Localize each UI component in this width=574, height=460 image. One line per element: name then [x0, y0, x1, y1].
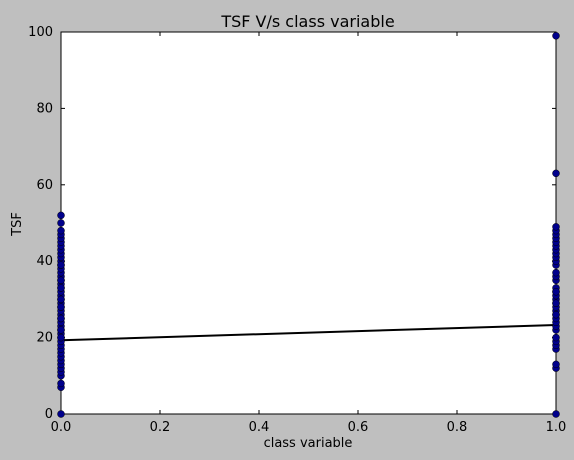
data-point — [58, 277, 65, 284]
data-point — [553, 334, 560, 341]
y-tick-label: 20 — [36, 331, 53, 346]
data-point — [553, 32, 560, 39]
data-point — [58, 380, 65, 387]
x-tick-label: 0.0 — [51, 420, 72, 435]
y-axis-label: TSF — [10, 212, 25, 237]
data-point — [553, 311, 560, 318]
y-tick-label: 100 — [28, 25, 53, 40]
x-tick-label: 0.4 — [249, 420, 270, 435]
data-point — [58, 284, 65, 291]
y-tick-label: 60 — [36, 178, 53, 193]
data-point — [58, 411, 65, 418]
data-point — [553, 170, 560, 177]
data-point — [553, 269, 560, 276]
data-point — [58, 315, 65, 322]
x-axis-label: class variable — [264, 436, 353, 451]
chart-title: TSF V/s class variable — [220, 12, 394, 31]
data-point — [58, 220, 65, 227]
x-tick-label: 0.6 — [348, 420, 369, 435]
data-point — [58, 212, 65, 219]
data-point — [58, 334, 65, 341]
y-tick-label: 80 — [36, 101, 53, 116]
data-point — [58, 304, 65, 311]
y-tick-label: 40 — [36, 254, 53, 269]
data-point — [58, 227, 65, 234]
data-point — [553, 361, 560, 368]
data-point — [553, 223, 560, 230]
data-point — [58, 296, 65, 303]
data-point — [58, 262, 65, 269]
x-tick-label: 0.8 — [447, 420, 468, 435]
data-point — [553, 411, 560, 418]
data-point — [553, 288, 560, 295]
x-tick-label: 1.0 — [546, 420, 567, 435]
plot-area — [61, 32, 556, 414]
data-point — [58, 326, 65, 333]
data-point — [553, 300, 560, 307]
x-tick-label: 0.2 — [150, 420, 171, 435]
